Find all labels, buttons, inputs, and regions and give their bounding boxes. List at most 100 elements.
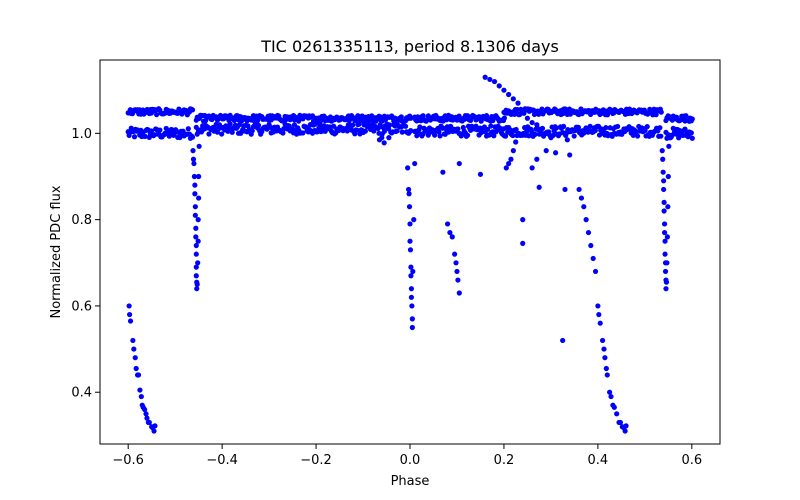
data-point	[599, 337, 606, 344]
data-point	[408, 115, 414, 121]
data-point	[660, 169, 666, 175]
data-point	[408, 294, 415, 300]
data-point	[661, 208, 667, 214]
data-point	[483, 113, 490, 119]
data-point	[488, 123, 494, 129]
data-point	[663, 279, 670, 285]
data-point	[515, 100, 521, 106]
data-point	[548, 135, 554, 141]
data-point	[603, 365, 609, 372]
data-point	[611, 404, 617, 410]
data-point	[406, 191, 412, 197]
data-point	[437, 133, 443, 139]
data-point	[296, 118, 302, 124]
data-point	[381, 140, 387, 146]
data-point	[676, 135, 682, 141]
y-tick-label: 0.6	[71, 299, 92, 314]
data-point	[482, 74, 488, 80]
data-point	[131, 346, 137, 352]
data-point	[658, 133, 664, 139]
data-point	[192, 204, 198, 210]
data-point	[154, 112, 160, 118]
x-axis-label: Phase	[391, 474, 430, 489]
data-point	[191, 160, 197, 167]
data-point	[126, 311, 133, 318]
data-point	[355, 113, 361, 119]
data-point	[477, 171, 484, 177]
data-point	[157, 127, 163, 133]
data-point	[662, 251, 668, 257]
data-point	[398, 114, 404, 120]
data-point	[408, 273, 414, 279]
data-point	[532, 131, 538, 137]
data-point	[407, 247, 414, 253]
data-point	[432, 132, 438, 138]
data-point	[144, 415, 150, 421]
data-point	[191, 173, 198, 180]
x-axis: −0.6 −0.4 −0.2 0.0 0.2 0.4 0.6	[112, 444, 702, 468]
data-point	[501, 115, 508, 121]
data-point	[142, 133, 148, 139]
data-point	[245, 123, 251, 129]
data-point	[581, 204, 587, 210]
data-point	[663, 286, 669, 292]
data-point	[444, 221, 451, 227]
data-point	[657, 125, 663, 131]
data-point	[585, 229, 592, 236]
data-point	[417, 124, 423, 130]
data-point	[491, 78, 498, 85]
data-point	[409, 303, 415, 309]
data-point	[529, 165, 535, 171]
data-point	[520, 240, 526, 246]
data-point	[127, 318, 134, 324]
data-point	[571, 133, 577, 139]
y-axis-label: Normalized PDC flux	[49, 185, 64, 318]
data-point	[688, 130, 694, 136]
x-tick-label: 0.2	[494, 453, 515, 468]
data-point	[506, 160, 512, 167]
data-point	[665, 173, 671, 180]
data-point	[524, 115, 531, 121]
y-tick-label: 0.8	[71, 213, 92, 228]
x-tick-label: 0.6	[681, 453, 702, 468]
data-point	[520, 217, 526, 223]
data-point	[193, 234, 199, 240]
data-point	[135, 372, 142, 378]
data-point	[515, 130, 521, 136]
data-point	[193, 225, 199, 231]
data-point	[196, 173, 202, 180]
y-tick-label: 1.0	[71, 127, 92, 142]
data-point	[193, 124, 199, 130]
data-point	[456, 160, 462, 167]
data-point	[407, 221, 413, 227]
data-point	[578, 195, 585, 201]
data-point	[138, 393, 144, 400]
data-point	[576, 186, 582, 193]
data-point	[408, 128, 414, 134]
data-point	[666, 143, 672, 149]
data-point	[189, 107, 196, 113]
data-point	[664, 234, 670, 240]
chart-title: TIC 0261335113, period 8.1306 days	[260, 37, 559, 56]
data-point	[587, 123, 593, 129]
data-point	[562, 186, 568, 193]
data-point	[193, 251, 199, 257]
data-point	[603, 125, 609, 131]
data-point	[386, 122, 393, 128]
data-point	[189, 134, 196, 140]
data-point	[607, 389, 613, 395]
data-point	[193, 242, 199, 249]
data-point	[491, 133, 497, 139]
data-point	[449, 234, 455, 240]
data-point	[194, 281, 200, 287]
data-point	[575, 124, 581, 130]
data-point	[608, 393, 614, 400]
x-tick-label: 0.0	[400, 453, 421, 468]
data-point	[151, 428, 157, 434]
data-point	[644, 124, 650, 130]
data-point	[614, 411, 620, 417]
data-point	[185, 126, 191, 132]
data-point	[520, 109, 526, 115]
data-point	[131, 134, 138, 140]
